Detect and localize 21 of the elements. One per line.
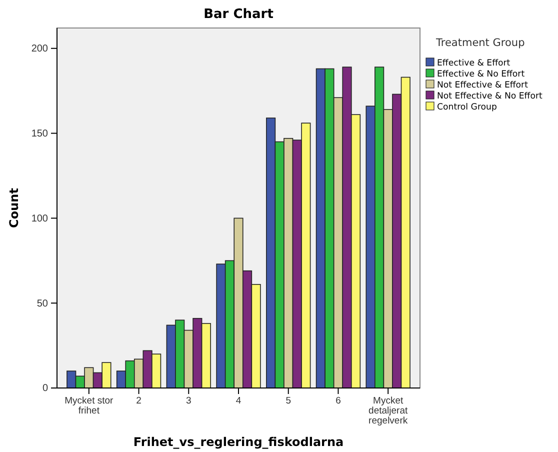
legend-label: Effective & Effort <box>437 58 511 68</box>
y-tick-label: 150 <box>31 128 48 140</box>
legend-label: Not Effective & Effort <box>437 80 529 90</box>
x-tick-label: 2 <box>136 396 142 407</box>
x-axis-title: Frihet_vs_reglering_fiskodlarna <box>133 435 344 449</box>
x-tick-label: 4 <box>236 396 242 407</box>
legend-label: Control Group <box>437 102 497 112</box>
y-axis-title: Count <box>7 188 21 228</box>
legend-title: Treatment Group <box>435 37 526 49</box>
legend-label: Effective & No Effort <box>437 70 526 80</box>
x-tick-label: 5 <box>286 396 292 407</box>
y-tick-label: 50 <box>36 298 48 310</box>
y-tick-label: 0 <box>42 383 48 394</box>
x-tick-label: Mycket detaljerat regelverk <box>368 396 408 427</box>
chart-title: Bar Chart <box>204 7 274 22</box>
y-tick-label: 100 <box>31 213 48 224</box>
y-tick-label: 200 <box>31 44 48 55</box>
x-tick-label: 6 <box>336 396 341 407</box>
x-tick-label: 3 <box>186 396 192 407</box>
legend-label: Not Effective & No Effort <box>437 92 544 102</box>
x-tick-label: Mycket stor frihet <box>64 396 114 417</box>
